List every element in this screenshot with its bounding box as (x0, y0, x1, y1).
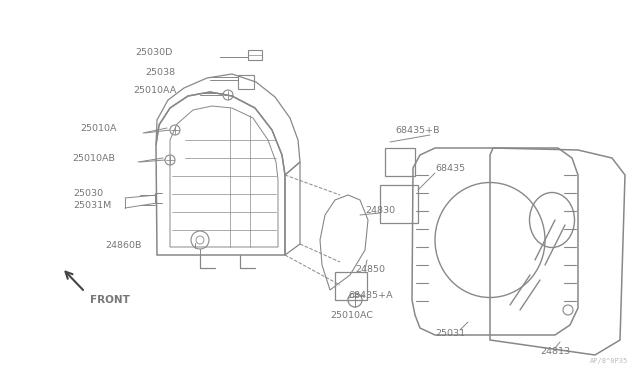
Text: 25010A: 25010A (80, 124, 116, 132)
Text: 25010AA: 25010AA (133, 86, 176, 94)
Bar (238, 75, 254, 89)
Text: 24860B: 24860B (105, 241, 141, 250)
Text: 25010AC: 25010AC (330, 311, 373, 320)
Text: 25030D: 25030D (135, 48, 172, 57)
Bar (380, 185, 418, 223)
Text: AP/8^0P35: AP/8^0P35 (589, 358, 628, 364)
Text: 24830: 24830 (365, 205, 395, 215)
Bar (335, 272, 367, 300)
Text: 25010AB: 25010AB (72, 154, 115, 163)
Text: 68435: 68435 (435, 164, 465, 173)
Text: 25030: 25030 (73, 189, 103, 198)
Text: 24813: 24813 (540, 347, 570, 356)
Text: 24850: 24850 (355, 266, 385, 275)
Text: 68435+A: 68435+A (348, 291, 392, 299)
Bar (248, 50, 262, 60)
Text: FRONT: FRONT (90, 295, 130, 305)
Bar (385, 148, 415, 176)
Text: 25031M: 25031M (73, 201, 111, 209)
Text: 25038: 25038 (145, 67, 175, 77)
Text: 25031: 25031 (435, 328, 465, 337)
Text: 68435+B: 68435+B (395, 125, 440, 135)
